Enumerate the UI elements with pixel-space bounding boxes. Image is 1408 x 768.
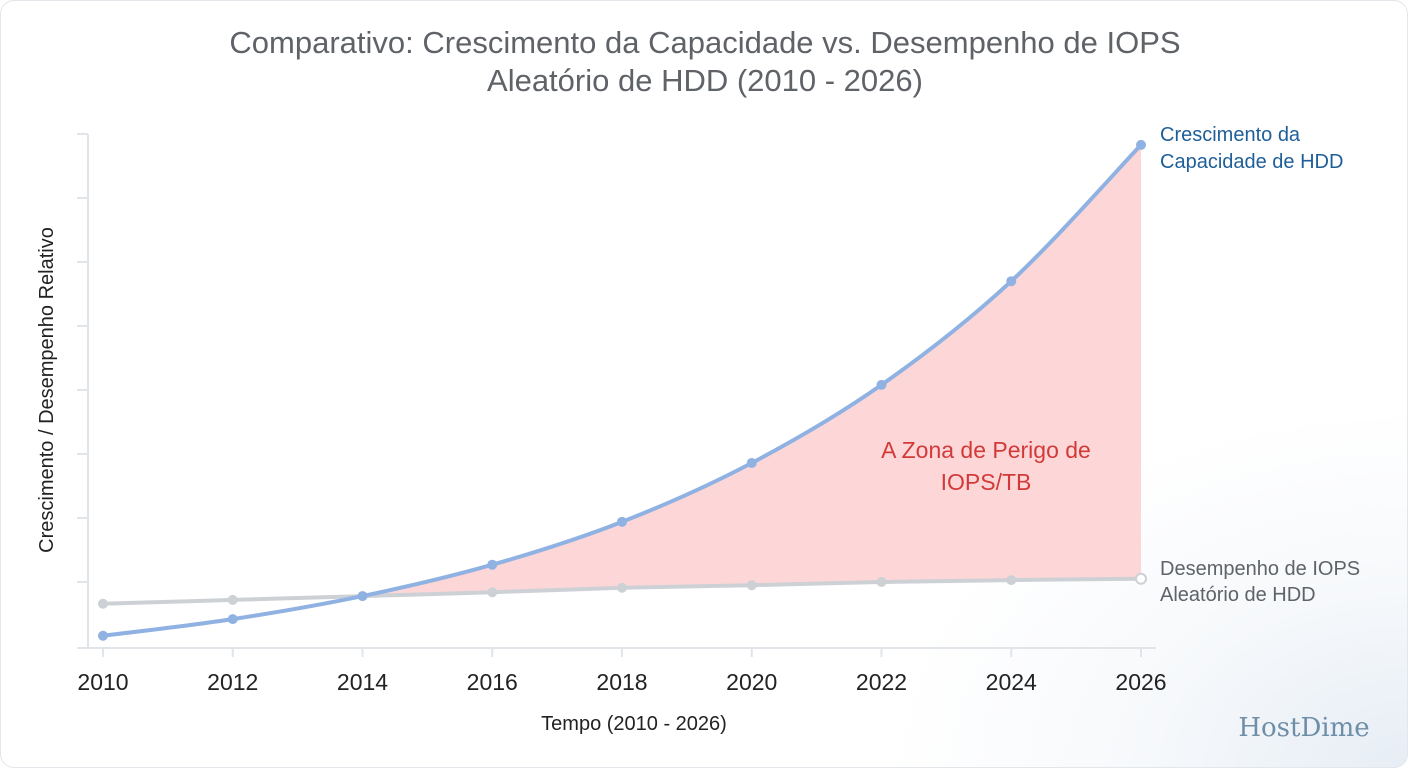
x-tick-label: 2012 [207, 669, 258, 695]
iops-point [876, 577, 887, 587]
x-tick-label: 2022 [856, 669, 907, 695]
iops-point [1006, 575, 1017, 586]
capacity-point [1136, 139, 1146, 150]
chart-title-line2: Aleatório de HDD (2010 - 2026) [487, 63, 923, 98]
iops-point [487, 587, 498, 598]
x-tick-label: 2016 [467, 669, 518, 695]
x-tick-label: 2010 [77, 669, 128, 695]
series-label-capacity-1: Crescimento da [1160, 124, 1301, 146]
danger-zone-label-1: A Zona de Perigo de [881, 437, 1091, 463]
hostdime-logo: HostDime [1238, 713, 1369, 743]
x-tick-label: 2014 [337, 669, 388, 695]
series-label-capacity-2: Capacidade de HDD [1160, 151, 1343, 173]
iops-point [98, 598, 108, 609]
capacity-point [227, 614, 238, 625]
danger-zone-label-2: IOPS/TB [941, 469, 1032, 495]
x-axis-label: Tempo (2010 - 2026) [541, 713, 727, 735]
y-axis-label: Crescimento / Desempenho Relativo [36, 227, 58, 553]
x-tick-label: 2018 [596, 669, 647, 695]
capacity-point [876, 379, 887, 390]
series-label-iops-2: Aleatório de HDD [1160, 584, 1316, 606]
x-tick-label: 2026 [1115, 669, 1166, 695]
capacity-point [746, 457, 757, 468]
iops-point [1135, 572, 1147, 585]
danger-zone-area [362, 144, 1141, 597]
iops-point [617, 582, 627, 593]
x-tick-label: 2020 [726, 669, 777, 695]
iops-point [227, 594, 238, 605]
series-label-iops-1: Desempenho de IOPS [1160, 558, 1360, 580]
capacity-point [617, 516, 627, 527]
capacity-point [487, 559, 498, 570]
capacity-point [98, 630, 108, 641]
chart-title-line1: Comparativo: Crescimento da Capacidade v… [229, 25, 1180, 60]
capacity-point [357, 591, 368, 602]
capacity-point [1006, 276, 1017, 287]
x-tick-label: 2024 [986, 669, 1037, 695]
iops-point [746, 580, 757, 591]
capacity-series-line [101, 142, 1143, 638]
